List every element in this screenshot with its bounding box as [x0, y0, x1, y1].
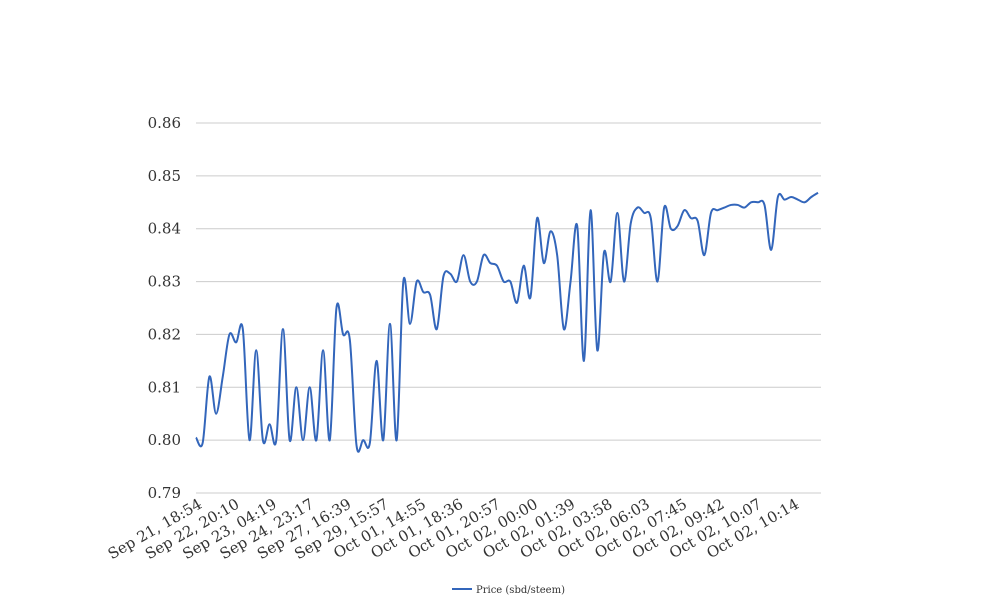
series-layer: [195, 191, 819, 453]
y-tick-label: 0.83: [148, 273, 181, 291]
legend: Price (sbd/steem): [452, 585, 565, 596]
series-line-0: [195, 191, 819, 453]
y-tick-label: 0.79: [148, 484, 181, 502]
y-tick-label: 0.86: [148, 114, 181, 132]
y-axis-tick-labels: 0.79 0.80 0.81 0.82 0.83 0.84 0.85 0.86: [148, 114, 181, 502]
legend-label: Price (sbd/steem): [476, 585, 565, 596]
y-tick-label: 0.82: [148, 325, 181, 343]
y-tick-label: 0.84: [148, 220, 181, 238]
y-tick-label: 0.85: [148, 167, 181, 185]
y-tick-label: 0.80: [148, 431, 181, 449]
grid-lines: [196, 122, 821, 494]
y-tick-label: 0.81: [148, 378, 181, 396]
